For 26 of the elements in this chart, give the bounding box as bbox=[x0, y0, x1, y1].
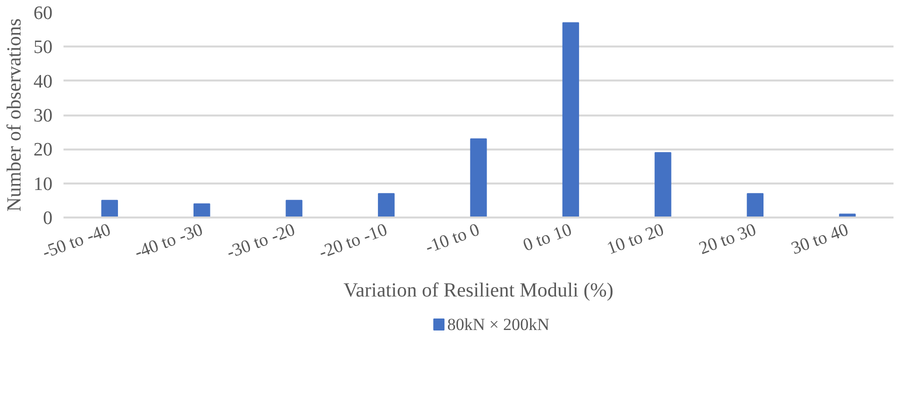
y-axis-title: Number of observations bbox=[4, 18, 26, 212]
y-tick-label: 60 bbox=[34, 3, 52, 24]
x-tick-label: 20 to 30 bbox=[696, 219, 759, 258]
x-tick-label: -10 to 0 bbox=[422, 219, 482, 258]
y-tick-label: 10 bbox=[34, 174, 52, 195]
bar bbox=[562, 22, 580, 218]
y-tick-label: 40 bbox=[34, 71, 52, 92]
y-tick-label: 30 bbox=[34, 106, 52, 126]
bar bbox=[101, 200, 118, 218]
y-tick-label: 0 bbox=[43, 208, 52, 229]
y-tick-label: 20 bbox=[34, 140, 52, 161]
bar bbox=[378, 193, 395, 218]
x-tick-label: -20 to -10 bbox=[316, 219, 390, 262]
legend-label: 80kN × 200kN bbox=[447, 315, 550, 334]
bar bbox=[286, 200, 302, 218]
x-tick-label: 0 to 10 bbox=[520, 219, 574, 256]
bar bbox=[654, 152, 672, 218]
bar bbox=[746, 193, 764, 218]
x-tick-label: -30 to -20 bbox=[224, 219, 298, 262]
x-tick-label: 30 to 40 bbox=[788, 219, 851, 258]
bar bbox=[193, 203, 210, 218]
x-tick-label: 10 to 20 bbox=[604, 219, 666, 258]
bar bbox=[470, 138, 487, 218]
y-tick-label: 50 bbox=[34, 37, 52, 58]
x-axis-title: Variation of Resilient Moduli (%) bbox=[344, 280, 614, 302]
x-tick-label: -40 to -30 bbox=[132, 219, 206, 262]
